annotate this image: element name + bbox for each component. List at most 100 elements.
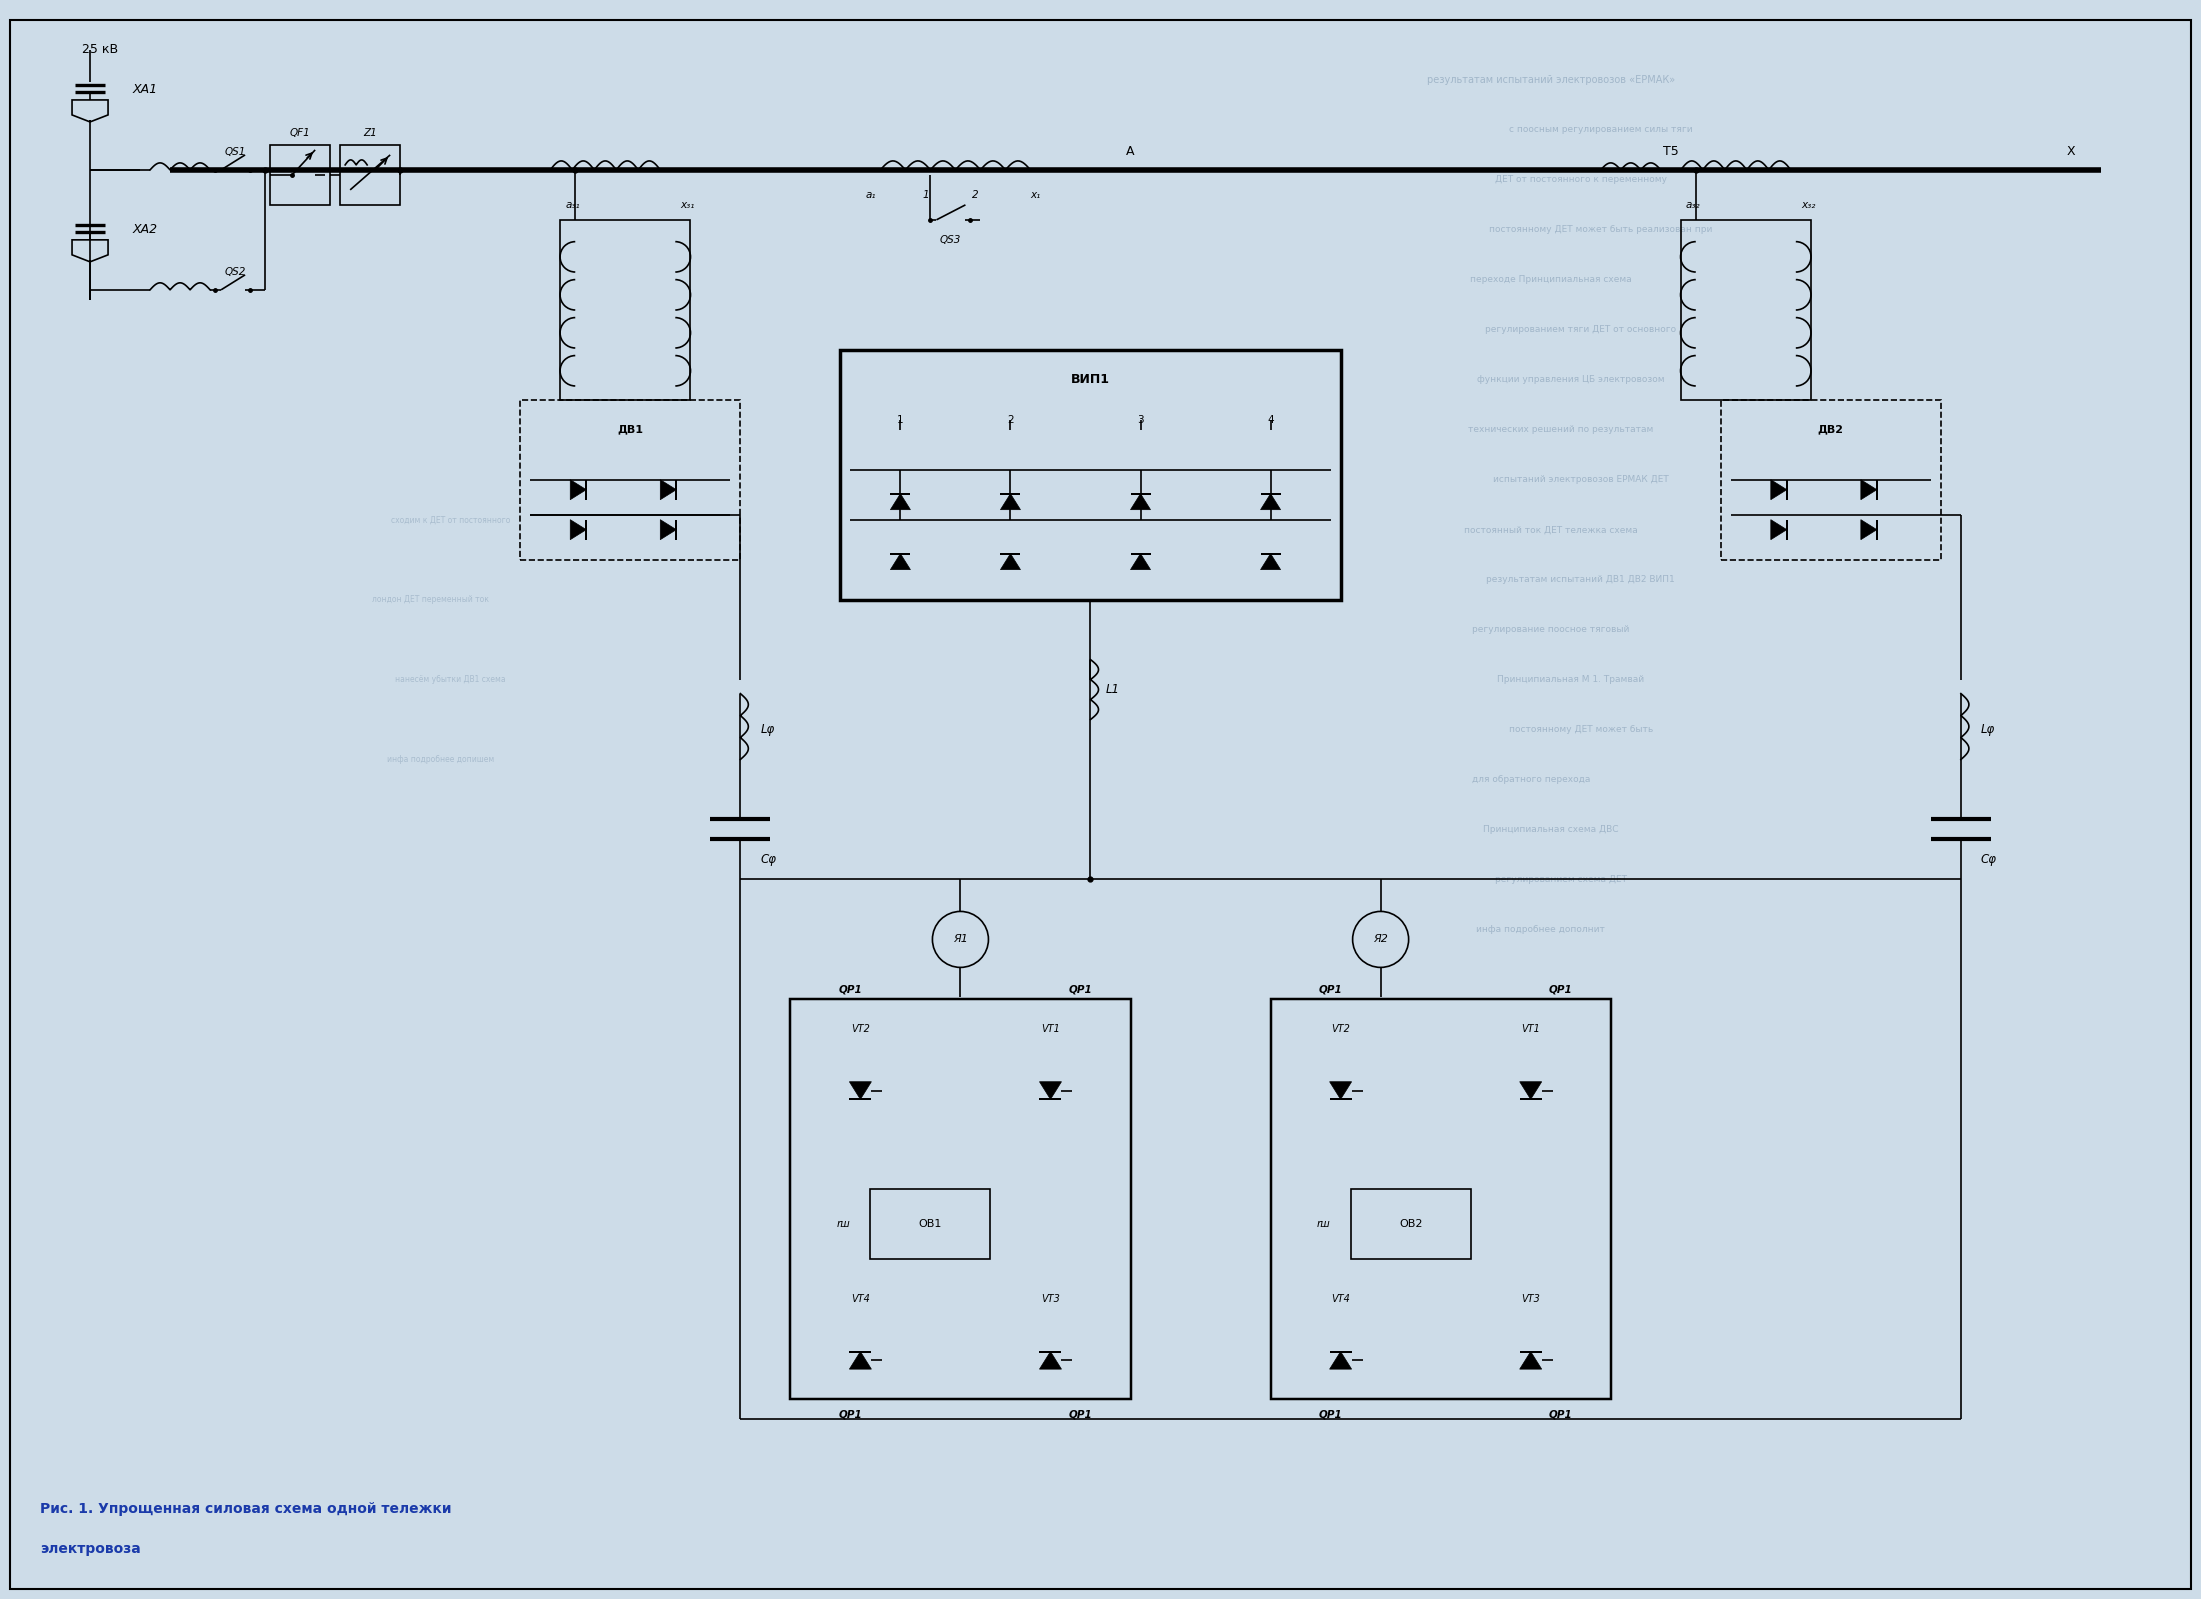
Text: результатам испытаний ДВ1 ДВ2 ВИП1: результатам испытаний ДВ1 ДВ2 ВИП1 [1486, 576, 1675, 584]
Polygon shape [1772, 480, 1787, 499]
Text: испытаний электровозов ЕРМАК ДЕТ: испытаний электровозов ЕРМАК ДЕТ [1492, 475, 1668, 484]
Text: для обратного перехода: для обратного перехода [1472, 776, 1589, 784]
Text: QP1: QP1 [1070, 985, 1092, 995]
Text: технических решений по результатам: технических решений по результатам [1468, 425, 1653, 435]
Text: сходим к ДЕТ от постоянного: сходим к ДЕТ от постоянного [390, 515, 511, 524]
Bar [1721, 400, 1941, 560]
Text: 1: 1 [922, 190, 929, 200]
Polygon shape [891, 494, 911, 510]
Text: rш: rш [836, 1218, 850, 1230]
Polygon shape [1519, 1351, 1541, 1369]
Text: VT4: VT4 [852, 1294, 869, 1305]
Text: a₃₂: a₃₂ [1686, 200, 1701, 209]
Polygon shape [1261, 553, 1281, 569]
Text: Принципиальная схема ДВС: Принципиальная схема ДВС [1483, 825, 1618, 835]
Polygon shape [1772, 520, 1787, 539]
Bar [1351, 1190, 1470, 1260]
Text: X: X [2067, 146, 2076, 158]
Text: ДВ1: ДВ1 [616, 425, 643, 435]
Bar [841, 350, 1340, 600]
Text: функции управления ЦБ электровозом: функции управления ЦБ электровозом [1477, 376, 1664, 384]
Bar [1682, 219, 1811, 400]
Text: a₁: a₁ [865, 190, 876, 200]
Polygon shape [1860, 520, 1877, 539]
Text: rш: rш [1316, 1218, 1332, 1230]
Text: результатам испытаний электровозов «ЕРМАК»: результатам испытаний электровозов «ЕРМА… [1426, 75, 1675, 85]
Text: 2: 2 [973, 190, 979, 200]
Text: QP1: QP1 [1070, 1409, 1092, 1420]
Text: A: A [1127, 146, 1136, 158]
Polygon shape [1039, 1351, 1061, 1369]
Polygon shape [1131, 553, 1151, 569]
Polygon shape [1329, 1083, 1351, 1100]
Polygon shape [1039, 1083, 1061, 1100]
Bar [519, 400, 740, 560]
Polygon shape [570, 520, 585, 539]
Text: a₃₁: a₃₁ [566, 200, 579, 209]
Text: Lφ: Lφ [759, 723, 775, 736]
Text: регулированием схема ДЕТ: регулированием схема ДЕТ [1494, 875, 1627, 884]
Text: VT1: VT1 [1041, 1025, 1061, 1035]
Text: электровоза: электровоза [40, 1541, 141, 1556]
Text: Рис. 1. Упрощенная силовая схема одной тележки: Рис. 1. Упрощенная силовая схема одной т… [40, 1501, 451, 1516]
Bar [869, 1190, 990, 1260]
Text: VT3: VT3 [1041, 1294, 1061, 1305]
Bar [790, 999, 1131, 1399]
Text: x₃₁: x₃₁ [680, 200, 696, 209]
Text: VT2: VT2 [852, 1025, 869, 1035]
Polygon shape [1519, 1083, 1541, 1100]
Polygon shape [1329, 1351, 1351, 1369]
Text: QF1: QF1 [291, 128, 310, 138]
Polygon shape [850, 1083, 872, 1100]
Text: ХА1: ХА1 [132, 83, 158, 96]
Text: QP1: QP1 [839, 985, 863, 995]
Text: QP1: QP1 [1318, 985, 1343, 995]
Polygon shape [891, 553, 911, 569]
Polygon shape [660, 520, 676, 539]
Polygon shape [660, 480, 676, 499]
Text: T5: T5 [1664, 146, 1679, 158]
Bar [1270, 999, 1611, 1399]
Text: лондон ДЕТ переменный ток: лондон ДЕТ переменный ток [372, 595, 489, 604]
Text: QP1: QP1 [1550, 1409, 1572, 1420]
Text: нанесём убытки ДВ1 схема: нанесём убытки ДВ1 схема [394, 675, 506, 684]
Text: QP1: QP1 [839, 1409, 863, 1420]
Text: Lφ: Lφ [1981, 723, 1994, 736]
Polygon shape [1001, 494, 1021, 510]
Polygon shape [1261, 494, 1281, 510]
Text: 25 кВ: 25 кВ [81, 43, 119, 56]
Polygon shape [570, 480, 585, 499]
Text: QS3: QS3 [940, 235, 962, 245]
Text: постоянному ДЕТ может быть реализован при: постоянному ДЕТ может быть реализован пр… [1490, 225, 1712, 235]
Text: переходе Принципиальная схема: переходе Принципиальная схема [1470, 275, 1631, 285]
Text: постоянный ток ДЕТ тележка схема: постоянный ток ДЕТ тележка схема [1464, 524, 1638, 534]
Text: инфа подробнее допишем: инфа подробнее допишем [387, 755, 493, 764]
Text: Cφ: Cφ [1981, 852, 1996, 867]
Text: ХА2: ХА2 [132, 224, 158, 237]
Polygon shape [1131, 494, 1151, 510]
Polygon shape [1001, 553, 1021, 569]
Text: ОВ2: ОВ2 [1400, 1218, 1422, 1230]
Bar [561, 219, 691, 400]
Text: VT1: VT1 [1521, 1025, 1541, 1035]
Text: VT2: VT2 [1332, 1025, 1349, 1035]
Polygon shape [850, 1351, 872, 1369]
Text: x₃₂: x₃₂ [1800, 200, 1816, 209]
Text: L1: L1 [1105, 683, 1120, 696]
Text: постоянному ДЕТ может быть: постоянному ДЕТ может быть [1508, 724, 1653, 734]
Text: ДВ2: ДВ2 [1818, 425, 1844, 435]
Text: VT3: VT3 [1521, 1294, 1541, 1305]
Bar [271, 146, 330, 205]
Text: ВИП1: ВИП1 [1072, 373, 1109, 387]
Text: QS1: QS1 [225, 147, 247, 157]
Text: регулирование поосное тяговый: регулирование поосное тяговый [1472, 625, 1629, 635]
Text: Принципиальная М 1. Трамвай: Принципиальная М 1. Трамвай [1497, 675, 1644, 684]
Polygon shape [1860, 480, 1877, 499]
Text: ОВ1: ОВ1 [918, 1218, 942, 1230]
Bar [341, 146, 401, 205]
Text: регулированием тяги ДЕТ от основного: регулированием тяги ДЕТ от основного [1486, 325, 1677, 334]
Text: Я2: Я2 [1373, 934, 1389, 945]
Text: 2: 2 [1008, 414, 1015, 425]
Text: с поосным регулированием силы тяги: с поосным регулированием силы тяги [1510, 125, 1693, 134]
Text: 4: 4 [1268, 414, 1274, 425]
